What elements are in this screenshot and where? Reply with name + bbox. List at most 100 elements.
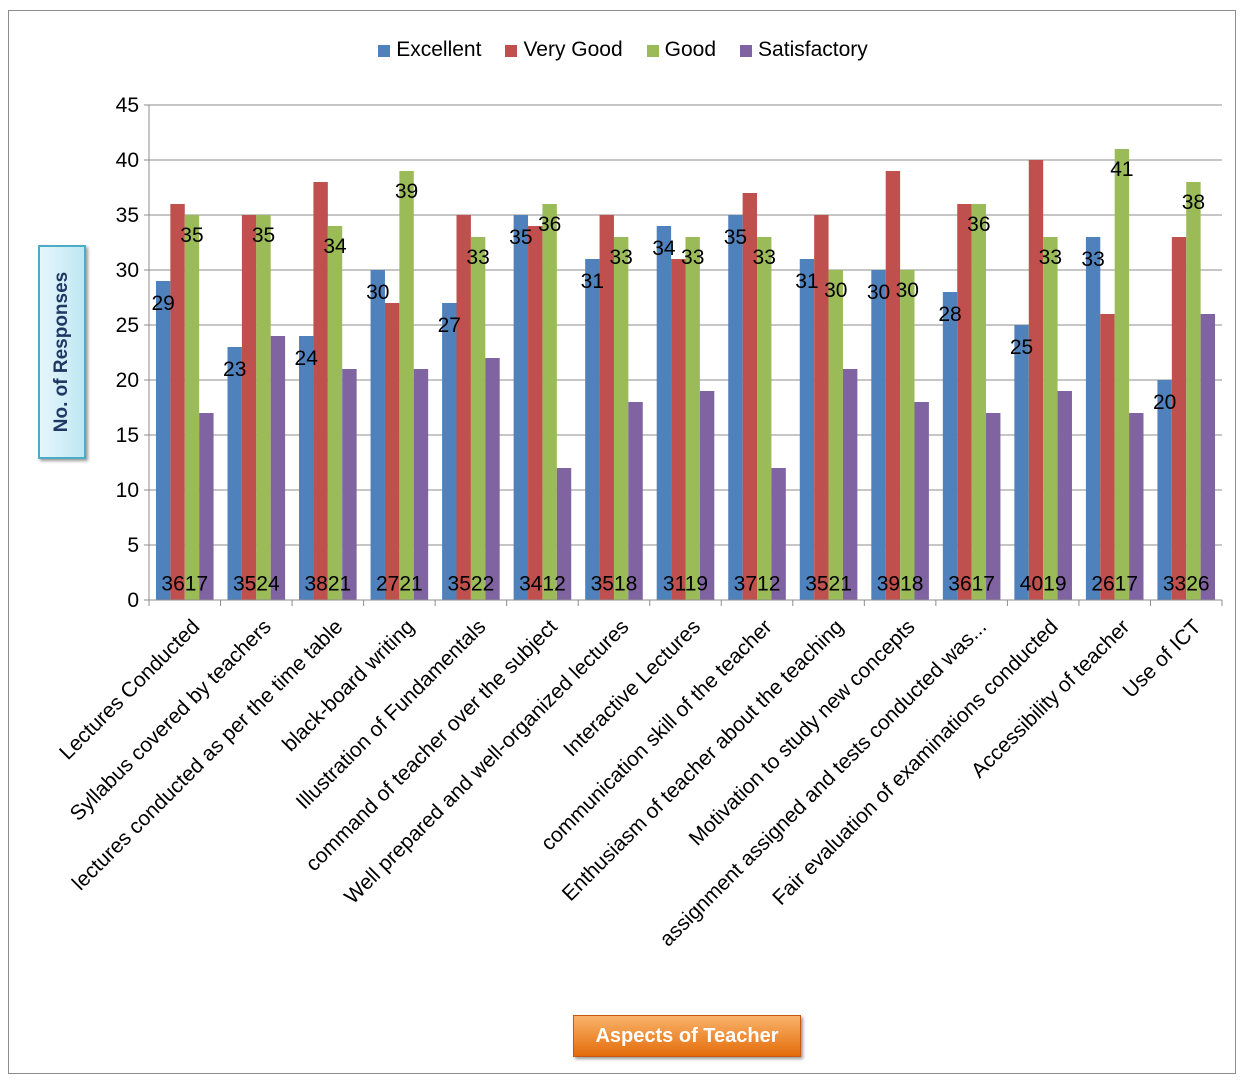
y-axis-title-text: No. of Responses — [51, 271, 72, 433]
data-label-bottom: 3918 — [877, 573, 924, 596]
bar-satisfactory — [914, 402, 929, 600]
legend-item-very-good: Very Good — [505, 38, 623, 62]
data-label-good: 33 — [681, 246, 704, 269]
data-label-good: 36 — [967, 213, 990, 236]
data-label-excellent: 28 — [938, 303, 961, 326]
bar-excellent — [728, 215, 743, 600]
bar-satisfactory — [1200, 314, 1216, 600]
x-tick-label: Use of ICT — [1119, 615, 1206, 702]
bar-very-good — [1028, 160, 1044, 600]
x-axis-title: Aspects of Teacher — [573, 1015, 801, 1057]
legend-label: Excellent — [396, 38, 482, 62]
bar-good — [184, 215, 200, 600]
bar-excellent — [513, 215, 529, 600]
bar-satisfactory — [1057, 391, 1072, 600]
data-label-good: 33 — [1039, 246, 1062, 269]
y-tick-label: 40 — [116, 149, 139, 172]
data-label-good: 34 — [323, 235, 347, 258]
bar-very-good — [742, 193, 758, 600]
bar-very-good — [599, 215, 614, 600]
data-label-excellent: 20 — [1153, 391, 1176, 414]
legend-label: Very Good — [523, 38, 623, 62]
data-label-excellent: 31 — [795, 270, 818, 293]
bar-excellent — [442, 303, 457, 600]
bar-very-good — [241, 215, 257, 600]
bar-good — [1043, 237, 1058, 600]
legend: Excellent Very Good Good Satisfactory — [0, 38, 1246, 62]
bar-satisfactory — [771, 468, 786, 600]
y-tick-label: 45 — [116, 94, 139, 117]
data-label-excellent: 25 — [1010, 336, 1033, 359]
bar-very-good — [1100, 314, 1115, 600]
bar-excellent — [942, 292, 958, 600]
bar-excellent — [656, 226, 672, 600]
bar-excellent — [1085, 237, 1101, 600]
y-axis-title: No. of Responses — [38, 245, 86, 459]
data-label-excellent: 33 — [1081, 248, 1104, 271]
bar-good — [685, 237, 700, 600]
x-tick-label: command of teacher over the subject — [301, 615, 562, 876]
legend-swatch — [378, 44, 391, 57]
bar-excellent — [370, 270, 385, 600]
legend-label: Good — [664, 38, 717, 62]
bar-good — [757, 237, 772, 600]
data-label-good: 35 — [180, 224, 203, 247]
x-tick-label: Interactive Lectures — [559, 615, 705, 761]
legend-swatch — [505, 44, 518, 57]
y-tick-label: 5 — [127, 534, 139, 557]
data-label-good: 30 — [824, 279, 847, 302]
bar-very-good — [957, 204, 972, 600]
data-label-excellent: 23 — [223, 358, 246, 381]
data-label-excellent: 24 — [295, 347, 319, 370]
data-label-bottom: 2617 — [1091, 573, 1138, 596]
data-label-good: 30 — [896, 279, 919, 302]
data-label-excellent: 31 — [581, 270, 604, 293]
legend-swatch — [646, 44, 659, 57]
data-label-excellent: 35 — [509, 226, 532, 249]
data-label-bottom: 3617 — [948, 573, 995, 596]
bar-excellent — [799, 259, 815, 600]
legend-item-good: Good — [646, 38, 717, 62]
y-tick-label: 30 — [116, 259, 139, 282]
legend-item-excellent: Excellent — [378, 38, 481, 62]
bar-good — [828, 270, 843, 600]
x-tick-label: lectures conducted as per the time table — [68, 615, 348, 895]
bar-good — [971, 204, 987, 600]
data-label-good: 33 — [609, 246, 632, 269]
data-label-good: 41 — [1110, 158, 1133, 181]
bar-very-good — [456, 215, 471, 600]
data-label-excellent: 30 — [366, 281, 389, 304]
data-label-bottom: 3119 — [663, 573, 708, 596]
data-label-good: 33 — [466, 246, 489, 269]
legend-label: Satisfactory — [758, 38, 868, 62]
bar-excellent — [299, 336, 314, 600]
data-label-bottom: 3521 — [805, 573, 852, 596]
legend-item-satisfactory: Satisfactory — [740, 38, 868, 62]
bar-very-good — [313, 182, 328, 600]
bar-satisfactory — [413, 369, 429, 600]
bar-good — [256, 215, 271, 600]
bar-very-good — [384, 303, 400, 600]
data-label-excellent: 35 — [724, 226, 747, 249]
bar-satisfactory — [199, 413, 214, 600]
x-tick-label: black-board writing — [278, 615, 419, 756]
bar-satisfactory — [342, 369, 357, 600]
bar-very-good — [170, 204, 185, 600]
bar-satisfactory — [628, 402, 643, 600]
y-tick-label: 25 — [116, 314, 139, 337]
y-tick-label: 15 — [116, 424, 139, 447]
y-tick-label: 20 — [116, 369, 139, 392]
bar-satisfactory — [1129, 413, 1144, 600]
bar-very-good — [671, 259, 686, 600]
data-label-good: 38 — [1182, 191, 1205, 214]
y-tick-label: 35 — [116, 204, 139, 227]
bar-satisfactory — [699, 391, 715, 600]
data-label-bottom: 3518 — [591, 573, 638, 596]
data-label-bottom: 3712 — [734, 573, 781, 596]
bar-excellent — [155, 281, 171, 600]
bar-good — [327, 226, 343, 600]
bar-very-good — [1171, 237, 1187, 600]
data-label-bottom: 4019 — [1020, 573, 1067, 596]
bar-excellent — [1014, 325, 1029, 600]
legend-swatch — [740, 44, 753, 57]
